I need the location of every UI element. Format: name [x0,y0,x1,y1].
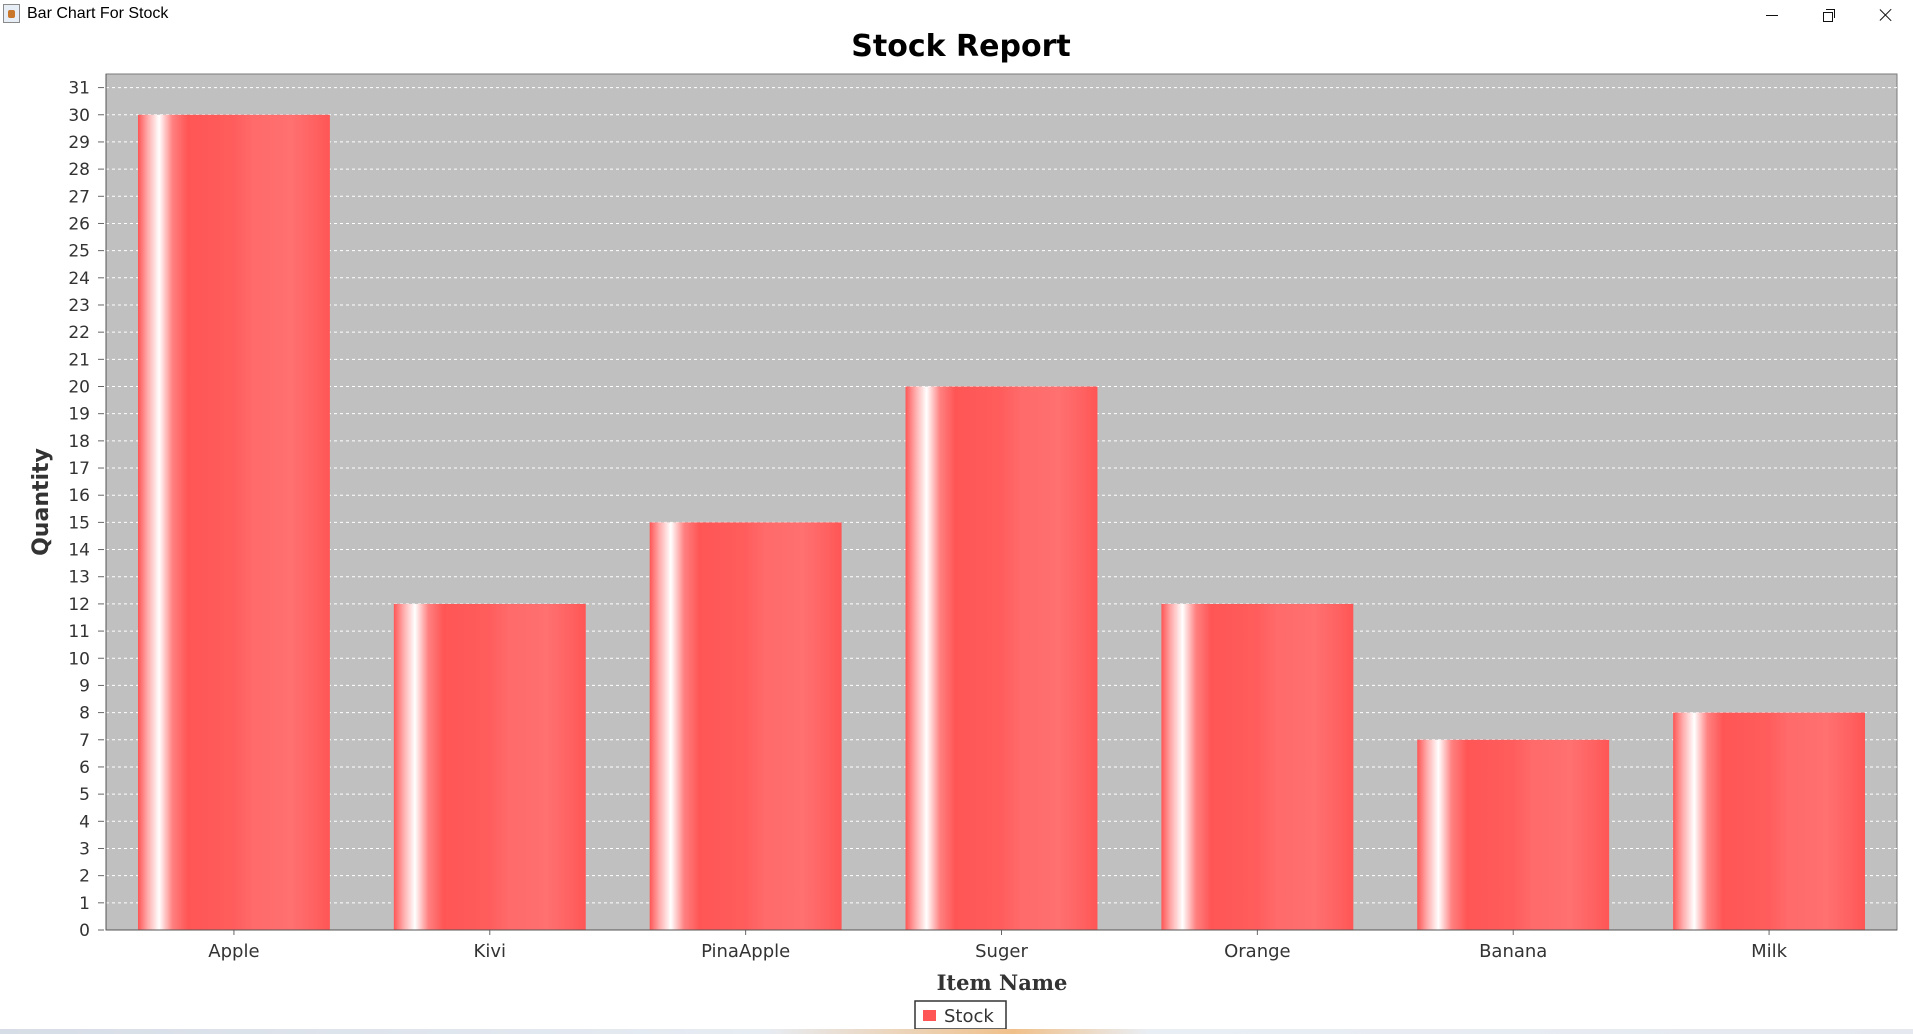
bar-banana [1417,739,1610,930]
y-tick-label: 9 [79,676,90,696]
minimize-button[interactable] [1744,0,1800,30]
window-title: Bar Chart For Stock [27,5,169,22]
x-tick-label: Orange [1224,941,1291,962]
y-tick-label: 24 [68,269,90,289]
y-tick-label: 27 [68,187,90,207]
restore-icon [1823,9,1835,22]
bar-orange [1161,603,1354,930]
x-axis-ticks: Apple Kivi PinaApple Suger Orange Banana Milk [208,930,1788,962]
y-tick-label: 23 [68,296,90,316]
window-titlebar: Bar Chart For Stock [0,0,1913,30]
y-tick-label: 22 [68,323,90,343]
y-tick-label: 15 [68,513,90,533]
bar-apple [137,114,330,930]
taskbar-edge [0,1029,1913,1034]
y-tick-label: 16 [68,486,90,506]
y-tick-label: 3 [79,839,90,859]
y-tick-label: 28 [68,160,90,180]
y-tick-label: 17 [68,459,90,479]
legend: Stock [914,1000,1007,1030]
x-tick-label: PinaApple [701,941,790,962]
y-tick-label: 25 [68,242,90,262]
bar-suger [905,386,1098,930]
bar-pinaapple [649,522,842,930]
y-axis-ticks: 0123456789101112131415161718192021222324… [68,79,104,941]
bars [137,114,1866,930]
legend-label: Stock [944,1006,994,1027]
y-tick-label: 26 [68,214,90,234]
x-tick-label: Banana [1479,941,1547,962]
restore-button[interactable] [1801,0,1857,30]
bar-milk [1673,712,1866,930]
y-tick-label: 1 [79,894,90,914]
bar-kivi [393,603,586,930]
y-tick-label: 13 [68,568,90,588]
y-tick-label: 30 [68,106,90,126]
y-tick-label: 11 [68,622,90,642]
y-tick-label: 18 [68,432,90,452]
y-tick-label: 2 [79,867,90,887]
x-tick-label: Suger [975,941,1028,962]
legend-swatch [923,1010,936,1021]
y-tick-label: 7 [79,731,90,751]
y-tick-label: 10 [68,649,90,669]
y-axis-label: Quantity [29,448,54,556]
y-tick-label: 8 [79,704,90,724]
x-tick-label: Apple [208,941,259,962]
y-tick-label: 4 [79,812,90,832]
y-tick-label: 5 [79,785,90,805]
y-tick-label: 29 [68,133,90,153]
minimize-icon [1766,14,1778,16]
x-tick-label: Kivi [474,941,506,962]
y-tick-label: 20 [68,378,90,398]
y-tick-label: 0 [79,921,90,941]
y-tick-label: 21 [68,350,90,370]
x-tick-label: Milk [1751,941,1788,962]
x-axis-label: Item Name [937,970,1068,995]
chart-title: Stock Report [851,29,1070,64]
y-tick-label: 19 [68,405,90,425]
java-app-icon [3,4,20,23]
y-tick-label: 12 [68,595,90,615]
y-tick-label: 6 [79,758,90,778]
y-tick-label: 31 [68,79,90,99]
y-tick-label: 14 [68,541,90,561]
